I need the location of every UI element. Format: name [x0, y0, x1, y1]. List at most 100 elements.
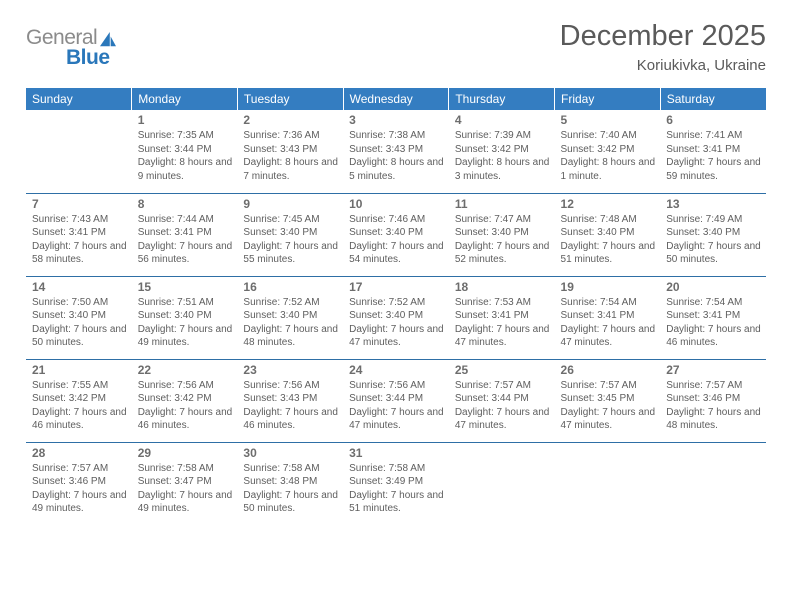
- calendar-day-cell: 26Sunrise: 7:57 AMSunset: 3:45 PMDayligh…: [555, 359, 661, 442]
- day-info: Sunrise: 7:40 AMSunset: 3:42 PMDaylight:…: [561, 129, 657, 183]
- calendar-day-cell: 24Sunrise: 7:56 AMSunset: 3:44 PMDayligh…: [343, 359, 449, 442]
- sunrise-text: Sunrise: 7:54 AM: [666, 296, 762, 310]
- calendar-day-cell: 2 Sunrise: 7:36 AMSunset: 3:43 PMDaylight…: [237, 110, 343, 193]
- sunrise-text: Sunrise: 7:48 AM: [561, 213, 657, 227]
- day-info: Sunrise: 7:51 AMSunset: 3:40 PMDaylight:…: [138, 296, 234, 350]
- day-number: 18: [455, 280, 551, 294]
- sunrise-text: Sunrise: 7:58 AM: [243, 462, 339, 476]
- day-number: 20: [666, 280, 762, 294]
- daylight-text: Daylight: 7 hours and 47 minutes.: [455, 323, 551, 350]
- sunrise-text: Sunrise: 7:46 AM: [349, 213, 445, 227]
- day-number: 12: [561, 197, 657, 211]
- calendar-day-cell: [555, 442, 661, 525]
- daylight-text: Daylight: 7 hours and 48 minutes.: [666, 406, 762, 433]
- daylight-text: Daylight: 7 hours and 51 minutes.: [561, 240, 657, 267]
- day-info: Sunrise: 7:58 AMSunset: 3:49 PMDaylight:…: [349, 462, 445, 516]
- daylight-text: Daylight: 8 hours and 9 minutes.: [138, 156, 234, 183]
- sunrise-text: Sunrise: 7:36 AM: [243, 129, 339, 143]
- daylight-text: Daylight: 7 hours and 47 minutes.: [561, 323, 657, 350]
- calendar-day-cell: 25 Sunrise: 7:57 AMSunset: 3:44 PMDayligh…: [449, 359, 555, 442]
- sunrise-text: Sunrise: 7:54 AM: [561, 296, 657, 310]
- daylight-text: Daylight: 8 hours and 5 minutes.: [349, 156, 445, 183]
- calendar-day-cell: 27 Sunrise: 7:57 AMSunset: 3:46 PMDayligh…: [660, 359, 766, 442]
- calendar-day-cell: 30Sunrise: 7:58 AMSunset: 3:48 PMDayligh…: [237, 442, 343, 525]
- sunrise-text: Sunrise: 7:43 AM: [32, 213, 128, 227]
- header-row: GeneralBlue December 2025 Koriukivka, Uk…: [26, 20, 766, 74]
- daylight-text: Daylight: 7 hours and 55 minutes.: [243, 240, 339, 267]
- sunset-text: Sunset: 3:40 PM: [561, 226, 657, 240]
- sunset-text: Sunset: 3:44 PM: [138, 143, 234, 157]
- sunset-text: Sunset: 3:40 PM: [666, 226, 762, 240]
- daylight-text: Daylight: 7 hours and 46 minutes.: [32, 406, 128, 433]
- sunset-text: Sunset: 3:44 PM: [349, 392, 445, 406]
- calendar-day-cell: 29Sunrise: 7:58 AMSunset: 3:47 PMDayligh…: [132, 442, 238, 525]
- day-info: Sunrise: 7:35 AMSunset: 3:44 PMDaylight:…: [138, 129, 234, 183]
- day-number: 23: [243, 363, 339, 377]
- day-number: 24: [349, 363, 445, 377]
- sunrise-text: Sunrise: 7:41 AM: [666, 129, 762, 143]
- calendar-day-cell: 17Sunrise: 7:52 AMSunset: 3:40 PMDayligh…: [343, 276, 449, 359]
- day-number: 28: [32, 446, 128, 460]
- sunset-text: Sunset: 3:40 PM: [243, 309, 339, 323]
- day-info: Sunrise: 7:36 AMSunset: 3:43 PMDaylight:…: [243, 129, 339, 183]
- day-number: 2: [243, 113, 339, 127]
- day-info: Sunrise: 7:50 AMSunset: 3:40 PMDaylight:…: [32, 296, 128, 350]
- day-info: Sunrise: 7:53 AMSunset: 3:41 PMDaylight:…: [455, 296, 551, 350]
- calendar-week-row: 21Sunrise: 7:55 AMSunset: 3:42 PMDayligh…: [26, 359, 766, 442]
- weekday-header: Friday: [555, 88, 661, 110]
- sunrise-text: Sunrise: 7:58 AM: [349, 462, 445, 476]
- calendar-day-cell: 4Sunrise: 7:39 AMSunset: 3:42 PMDaylight…: [449, 110, 555, 193]
- daylight-text: Daylight: 7 hours and 48 minutes.: [243, 323, 339, 350]
- calendar-day-cell: 12 Sunrise: 7:48 AMSunset: 3:40 PMDayligh…: [555, 193, 661, 276]
- daylight-text: Daylight: 7 hours and 46 minutes.: [666, 323, 762, 350]
- day-info: Sunrise: 7:57 AMSunset: 3:46 PMDaylight:…: [666, 379, 762, 433]
- day-number: 29: [138, 446, 234, 460]
- day-number: 8: [138, 197, 234, 211]
- day-number: 14: [32, 280, 128, 294]
- sunrise-text: Sunrise: 7:50 AM: [32, 296, 128, 310]
- sunset-text: Sunset: 3:42 PM: [138, 392, 234, 406]
- day-number: 3: [349, 113, 445, 127]
- calendar-day-cell: 9Sunrise: 7:45 AMSunset: 3:40 PMDaylight…: [237, 193, 343, 276]
- day-number: 9: [243, 197, 339, 211]
- calendar-day-cell: 18 Sunrise: 7:53 AMSunset: 3:41 PMDayligh…: [449, 276, 555, 359]
- day-info: Sunrise: 7:57 AMSunset: 3:44 PMDaylight:…: [455, 379, 551, 433]
- day-info: Sunrise: 7:49 AMSunset: 3:40 PMDaylight:…: [666, 213, 762, 267]
- day-info: Sunrise: 7:41 AMSunset: 3:41 PMDaylight:…: [666, 129, 762, 183]
- weekday-header-row: Sunday Monday Tuesday Wednesday Thursday…: [26, 88, 766, 110]
- day-info: Sunrise: 7:56 AMSunset: 3:42 PMDaylight:…: [138, 379, 234, 433]
- sunrise-text: Sunrise: 7:56 AM: [138, 379, 234, 393]
- sunset-text: Sunset: 3:41 PM: [138, 226, 234, 240]
- sunset-text: Sunset: 3:47 PM: [138, 475, 234, 489]
- daylight-text: Daylight: 7 hours and 49 minutes.: [138, 323, 234, 350]
- day-number: 25: [455, 363, 551, 377]
- sunset-text: Sunset: 3:41 PM: [561, 309, 657, 323]
- sunset-text: Sunset: 3:48 PM: [243, 475, 339, 489]
- calendar-body: 1Sunrise: 7:35 AMSunset: 3:44 PMDaylight…: [26, 110, 766, 525]
- title-block: December 2025 Koriukivka, Ukraine: [560, 20, 766, 74]
- sunset-text: Sunset: 3:46 PM: [32, 475, 128, 489]
- sunset-text: Sunset: 3:42 PM: [455, 143, 551, 157]
- day-number: 27: [666, 363, 762, 377]
- calendar-day-cell: 7Sunrise: 7:43 AMSunset: 3:41 PMDaylight…: [26, 193, 132, 276]
- daylight-text: Daylight: 7 hours and 47 minutes.: [349, 323, 445, 350]
- calendar-week-row: 28Sunrise: 7:57 AMSunset: 3:46 PMDayligh…: [26, 442, 766, 525]
- calendar-week-row: 14Sunrise: 7:50 AMSunset: 3:40 PMDayligh…: [26, 276, 766, 359]
- day-info: Sunrise: 7:54 AMSunset: 3:41 PMDaylight:…: [561, 296, 657, 350]
- sunset-text: Sunset: 3:45 PM: [561, 392, 657, 406]
- daylight-text: Daylight: 8 hours and 3 minutes.: [455, 156, 551, 183]
- day-info: Sunrise: 7:38 AMSunset: 3:43 PMDaylight:…: [349, 129, 445, 183]
- brand-logo: GeneralBlue: [26, 20, 118, 70]
- weekday-header: Saturday: [660, 88, 766, 110]
- sunset-text: Sunset: 3:40 PM: [138, 309, 234, 323]
- day-number: 17: [349, 280, 445, 294]
- page-title: December 2025: [560, 20, 766, 53]
- day-number: 31: [349, 446, 445, 460]
- calendar-day-cell: 13Sunrise: 7:49 AMSunset: 3:40 PMDayligh…: [660, 193, 766, 276]
- sunrise-text: Sunrise: 7:51 AM: [138, 296, 234, 310]
- sunrise-text: Sunrise: 7:47 AM: [455, 213, 551, 227]
- calendar-day-cell: [26, 110, 132, 193]
- calendar-day-cell: 1Sunrise: 7:35 AMSunset: 3:44 PMDaylight…: [132, 110, 238, 193]
- sunrise-text: Sunrise: 7:57 AM: [666, 379, 762, 393]
- day-info: Sunrise: 7:48 AMSunset: 3:40 PMDaylight:…: [561, 213, 657, 267]
